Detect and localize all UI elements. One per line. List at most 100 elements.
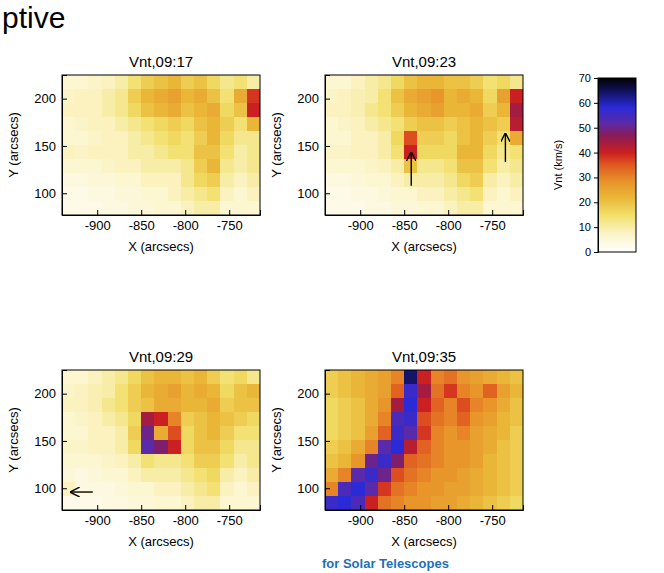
heat-cell — [483, 187, 497, 202]
heat-cell — [115, 398, 129, 413]
heat-cell — [247, 426, 260, 441]
heat-cell — [102, 454, 116, 469]
heat-cell — [207, 412, 221, 427]
heat-cell — [470, 159, 484, 174]
heat-cell — [247, 384, 260, 399]
heat-cell — [431, 75, 445, 90]
heat-cell — [88, 384, 102, 399]
heat-cell — [417, 482, 431, 497]
heat-cell — [62, 187, 76, 202]
heat-cell — [128, 468, 142, 483]
heat-cell — [168, 454, 182, 469]
heat-cell — [62, 117, 76, 132]
heat-cell — [220, 440, 234, 455]
heat-cell — [365, 482, 379, 497]
x-tick: -900 — [348, 210, 374, 233]
heat-cell — [470, 145, 484, 160]
heat-cell — [141, 398, 155, 413]
y-tick-mark — [62, 99, 67, 100]
heat-cell — [497, 159, 511, 174]
heat-cell — [391, 117, 405, 132]
y-axis-title: Y (arcsecs) — [6, 407, 21, 473]
heat-cell — [207, 117, 221, 132]
colorbar-tick-mark — [594, 252, 598, 253]
heat-cell — [234, 173, 248, 188]
heat-cell — [234, 131, 248, 146]
heat-cell — [75, 440, 89, 455]
x-tick: -800 — [436, 210, 462, 233]
heat-cell — [220, 145, 234, 160]
slide-title: ptive — [2, 1, 65, 34]
heat-cell — [365, 412, 379, 427]
heat-cell — [351, 131, 365, 146]
x-tick-mark — [404, 505, 405, 510]
heat-cell — [128, 159, 142, 174]
x-tick-mark — [360, 505, 361, 510]
colorbar-tick-label: 70 — [579, 72, 591, 84]
heat-cell — [168, 131, 182, 146]
heat-cell — [75, 117, 89, 132]
x-tick-label: -850 — [392, 218, 418, 233]
y-tick: 200 — [297, 91, 330, 106]
heat-cell — [115, 187, 129, 202]
x-tick-mark — [229, 505, 230, 510]
heat-cell — [62, 145, 76, 160]
heat-cell — [168, 370, 182, 385]
heat-cell — [220, 482, 234, 497]
heat-cell — [378, 454, 392, 469]
heat-cell — [351, 454, 365, 469]
heat-cell — [154, 187, 168, 202]
heat-cell — [62, 370, 76, 385]
heat-cell — [154, 482, 168, 497]
heat-cell — [431, 398, 445, 413]
heat-cell — [168, 89, 182, 104]
heat-cell — [497, 384, 511, 399]
heat-cell — [404, 440, 418, 455]
heat-cell — [207, 145, 221, 160]
heat-cell — [351, 89, 365, 104]
heat-cell — [207, 370, 221, 385]
heat-cell — [378, 117, 392, 132]
y-axis-title: Y (arcsecs) — [269, 407, 284, 473]
heat-cell — [181, 482, 195, 497]
heat-cell — [457, 201, 471, 215]
heat-cell — [404, 117, 418, 132]
heat-cell — [168, 103, 182, 118]
y-axis-title: Y (arcsecs) — [269, 112, 284, 178]
heat-cell — [417, 426, 431, 441]
heat-cell — [141, 454, 155, 469]
heat-cell — [181, 103, 195, 118]
heat-cell — [247, 412, 260, 427]
heat-cell — [483, 145, 497, 160]
heat-cell — [102, 398, 116, 413]
heat-cell — [457, 117, 471, 132]
y-axis-line — [326, 76, 331, 216]
heat-cell — [351, 145, 365, 160]
x-tick: -850 — [129, 210, 155, 233]
heat-cell — [141, 370, 155, 385]
footer: for Solar Telescopes — [322, 556, 449, 571]
heat-cell — [168, 496, 182, 510]
heat-cell — [431, 103, 445, 118]
x-tick-mark — [492, 210, 493, 215]
x-tick-label: -850 — [129, 513, 155, 528]
heat-cell — [391, 384, 405, 399]
x-axis-line — [326, 505, 524, 511]
heat-cell — [247, 187, 260, 202]
heat-cell — [378, 201, 392, 215]
heat-cell — [417, 496, 431, 510]
heat-cell — [457, 468, 471, 483]
heat-cell — [102, 440, 116, 455]
heat-cell — [154, 412, 168, 427]
heat-cell — [141, 187, 155, 202]
heat-cell — [325, 398, 339, 413]
x-tick: -800 — [436, 505, 462, 528]
heat-cell — [181, 454, 195, 469]
heat-cell — [351, 440, 365, 455]
heat-cell — [444, 426, 458, 441]
heat-cell — [88, 370, 102, 385]
heat-cell — [128, 131, 142, 146]
x-axis-title: X (arcsecs) — [128, 239, 194, 254]
heat-cell — [141, 117, 155, 132]
heat-cell — [141, 173, 155, 188]
